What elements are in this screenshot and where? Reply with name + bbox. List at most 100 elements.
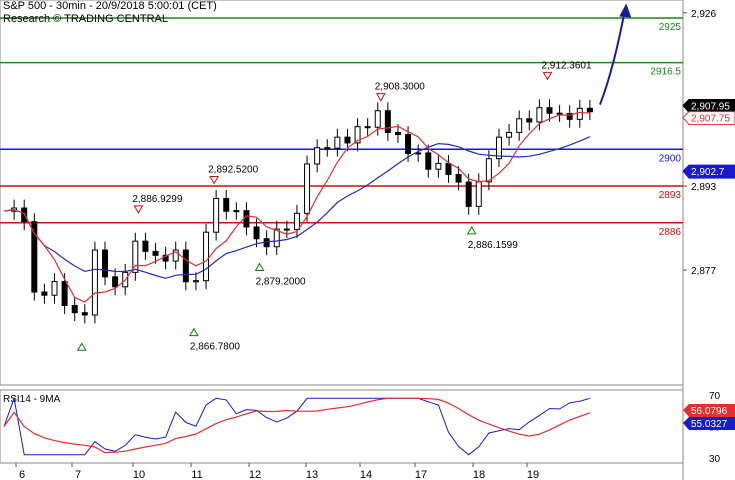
- candle-body: [475, 181, 482, 207]
- candle-body: [273, 228, 280, 248]
- candle-body: [253, 226, 260, 240]
- candle-body: [142, 240, 149, 252]
- candle-body: [243, 210, 250, 228]
- candle-body: [526, 118, 533, 123]
- swing-high-marker: [375, 93, 386, 102]
- x-axis-tick-label: 11: [191, 469, 202, 480]
- candle-body: [445, 162, 452, 175]
- candle-body: [546, 107, 553, 114]
- candle-body: [172, 249, 179, 262]
- candle-body: [162, 254, 169, 262]
- candle-body: [91, 249, 98, 316]
- candle-body: [495, 136, 502, 160]
- swing-low-marker: [189, 327, 199, 337]
- candle-body: [576, 107, 583, 120]
- y-axis-tick-label: 2,893: [691, 182, 716, 193]
- price-badge: [682, 164, 735, 179]
- price-badge: [682, 99, 735, 114]
- candle-body: [192, 280, 199, 283]
- swing-low-marker: [466, 225, 477, 235]
- rsi-tick-label: 30: [709, 454, 721, 465]
- candle-body: [283, 228, 290, 231]
- swing-low-marker: [76, 342, 87, 351]
- forecast-arrow-head: [619, 3, 632, 18]
- x-axis-tick-label: 17: [415, 469, 427, 480]
- x-axis-tick-label: 10: [133, 469, 145, 480]
- price-badge: [682, 111, 735, 126]
- x-axis-tick-label: 13: [306, 469, 318, 480]
- x-axis-tick-label: 19: [527, 469, 539, 480]
- candle-body: [374, 110, 381, 128]
- rsi-badge: [683, 417, 735, 430]
- swing-low-label: 2,886.1599: [468, 240, 518, 251]
- candle-body: [182, 249, 189, 283]
- candle-body: [556, 112, 563, 115]
- candle-body: [465, 181, 472, 207]
- sma-slow-line: [3, 136, 591, 279]
- swing-high-marker: [542, 71, 553, 81]
- swing-low-marker: [254, 262, 265, 271]
- candle-body: [435, 162, 442, 170]
- candle-body: [405, 134, 412, 154]
- candle-body: [384, 110, 391, 133]
- swing-high-marker: [209, 176, 219, 185]
- rsi-tick-label: 70: [709, 391, 721, 402]
- level-label: 2925: [659, 22, 682, 33]
- x-axis-tick-label: 7: [75, 469, 81, 480]
- rsi-badge: [683, 404, 735, 417]
- candle-body: [152, 250, 159, 256]
- level-label: 2886: [659, 227, 682, 238]
- swing-high-label: 2,912.3601: [541, 60, 591, 71]
- candle-body: [132, 240, 139, 273]
- candle-body: [293, 212, 300, 231]
- chart-subtitle: Research © TRADING CENTRAL: [3, 13, 168, 25]
- candle-body: [203, 231, 210, 282]
- chart-title: S&P 500 - 30min - 20/9/2018 5:00:01 (CET…: [3, 0, 217, 12]
- candle-body: [314, 147, 321, 165]
- swing-high-label: 2,892.5200: [208, 165, 258, 176]
- candle-body: [112, 276, 119, 288]
- candle-body: [536, 107, 543, 123]
- swing-low-label: 2,879.2000: [256, 276, 306, 287]
- price-badge-label: 2,907.95: [691, 102, 730, 113]
- x-axis-tick-label: 18: [473, 469, 485, 480]
- candle-body: [354, 126, 361, 144]
- candle-body: [364, 126, 371, 129]
- x-axis-tick-label: 6: [19, 469, 25, 480]
- main-plot-frame: [0, 0, 684, 386]
- swing-high-label: 2,908.3000: [375, 82, 425, 93]
- level-label: 2893: [659, 190, 682, 201]
- candle-body: [586, 107, 593, 113]
- candle-body: [455, 173, 462, 183]
- price-badge-label: 2,907.75: [691, 114, 730, 125]
- price-badge-label: 2,902.7: [691, 167, 725, 178]
- candle-body: [324, 147, 331, 150]
- candle-body: [485, 158, 492, 183]
- candle-body: [566, 113, 573, 120]
- candle-body: [304, 163, 311, 214]
- rsi-badge-label: 56.0796: [691, 406, 728, 417]
- candle-body: [71, 305, 78, 314]
- swing-high-marker: [133, 205, 144, 214]
- x-axis-tick-label: 12: [249, 469, 261, 480]
- level-label: 2916.5: [650, 67, 681, 78]
- candle-body: [61, 281, 68, 307]
- candle-body: [102, 249, 109, 278]
- candle-body: [233, 210, 240, 213]
- y-axis-tick-label: 2,926: [691, 9, 716, 20]
- candle-body: [31, 221, 38, 293]
- candle-body: [81, 312, 88, 316]
- candle-body: [506, 131, 513, 138]
- candle-body: [51, 281, 58, 296]
- swing-low-label: 2,866.7800: [190, 342, 240, 353]
- candle-body: [223, 197, 230, 212]
- swing-high-label: 2,886.9299: [132, 194, 182, 205]
- candle-body: [41, 291, 48, 296]
- rsi-badge-label: 55.0327: [691, 419, 728, 430]
- candle-body: [213, 197, 220, 233]
- candle-body: [425, 152, 432, 170]
- level-label: 2900: [659, 153, 682, 164]
- y-axis-tick-label: 2,877: [691, 266, 716, 277]
- candle-body: [334, 136, 341, 149]
